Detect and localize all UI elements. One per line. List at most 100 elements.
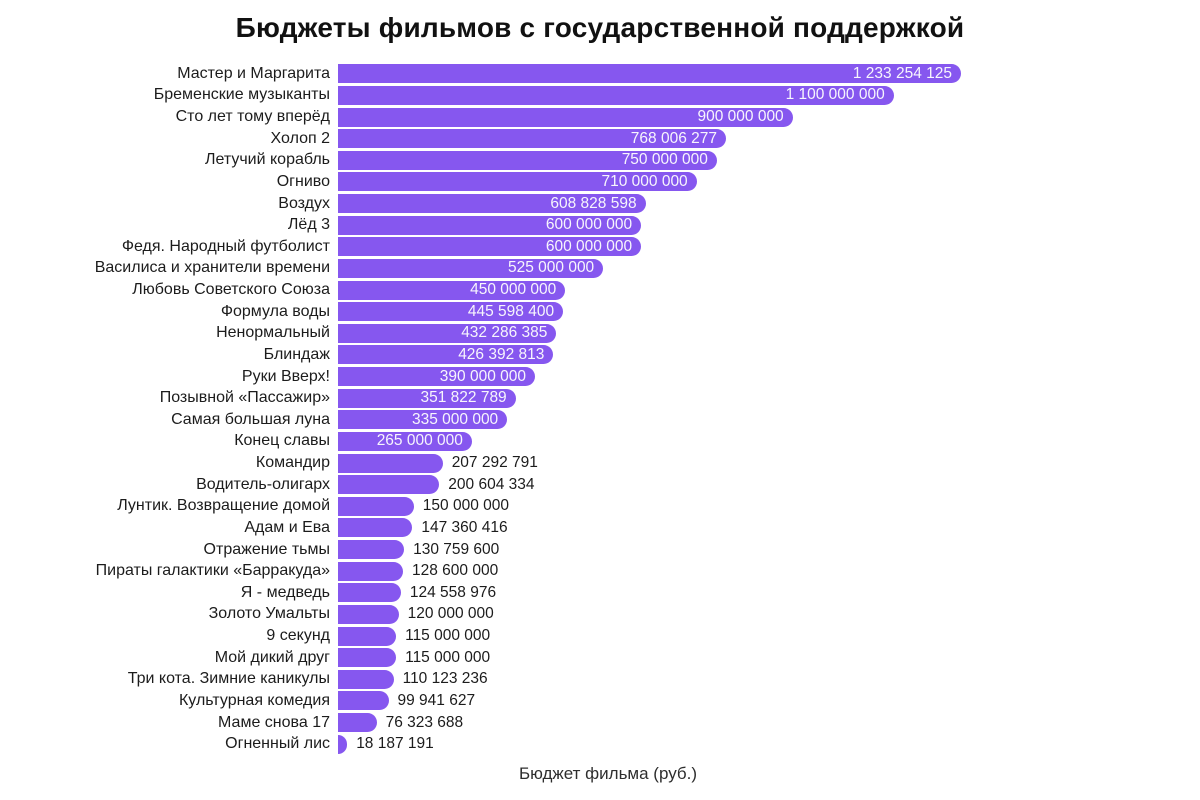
bar-value-label: 710 000 000	[601, 172, 688, 190]
bar-value-label: 450 000 000	[470, 281, 557, 299]
bar-track: 426 392 813	[338, 345, 1188, 365]
category-label: Маме снова 17	[218, 713, 330, 731]
bar-value-label: 124 558 976	[409, 583, 497, 601]
bar-value-label: 335 000 000	[411, 410, 499, 428]
bar-track: 450 000 000	[338, 280, 1188, 300]
bar-track: 1 100 000 000	[338, 85, 1188, 105]
bar-value-label: 150 000 000	[422, 497, 509, 515]
bar: 900 000 000	[338, 107, 793, 127]
bar-value-label: 525 000 000	[507, 259, 595, 277]
bar-track: 768 006 277	[338, 129, 1188, 149]
bar-track: 750 000 000	[338, 150, 1188, 170]
bar-track: 76 323 688	[338, 713, 1188, 733]
bar-row: Водитель-олигарх 200 604 334	[0, 474, 1200, 496]
bar: 600 000 000	[338, 215, 642, 235]
bar: 426 392 813	[338, 345, 554, 365]
bar-track: 265 000 000	[338, 431, 1188, 451]
bar-track: 128 600 000	[338, 561, 1188, 581]
bar	[338, 626, 397, 646]
category-label: Блиндаж	[263, 345, 330, 363]
category-label: Формула воды	[220, 302, 330, 320]
category-label: Федя. Народный футболист	[121, 237, 330, 255]
bar: 525 000 000	[338, 258, 604, 278]
category-label: Мой дикий друг	[214, 648, 330, 666]
bar-row: Мастер и Маргарита 1 233 254 125	[0, 63, 1200, 85]
bar-track: 110 123 236	[338, 669, 1188, 689]
bar-track: 710 000 000	[338, 172, 1188, 192]
category-label: Командир	[255, 454, 330, 472]
bar-row: Маме снова 17 76 323 688	[0, 712, 1200, 734]
bar-value-label: 600 000 000	[545, 216, 633, 234]
bar: 710 000 000	[338, 172, 697, 192]
bar-track: 147 360 416	[338, 518, 1188, 538]
category-label: Водитель-олигарх	[196, 475, 330, 493]
bar-row: Воздух 608 828 598	[0, 193, 1200, 215]
bar-track: 150 000 000	[338, 496, 1188, 516]
x-axis-label: Бюджет фильма (руб.)	[518, 764, 698, 783]
bar-value-label: 115 000 000	[405, 648, 491, 666]
bar-track: 1 233 254 125	[338, 64, 1188, 84]
bar-row: Пираты галактики «Барракуда» 128 600 000	[0, 560, 1200, 582]
category-label: Бременские музыканты	[153, 86, 330, 104]
bar-value-label: 18 187 191	[356, 735, 434, 753]
bar	[338, 713, 377, 733]
bar-track: 120 000 000	[338, 604, 1188, 624]
chart-title: Бюджеты фильмов с государственной поддер…	[235, 12, 965, 43]
bar-row: Федя. Народный футболист 600 000 000	[0, 236, 1200, 258]
category-label: Культурная комедия	[178, 691, 330, 709]
bar-track: 600 000 000	[338, 237, 1188, 257]
bar: 432 286 385	[338, 323, 557, 343]
bar-row: Формула воды 445 598 400	[0, 301, 1200, 323]
category-label: Лёд 3	[287, 216, 330, 234]
bar-value-label: 768 006 277	[630, 129, 717, 147]
bar-track: 900 000 000	[338, 107, 1188, 127]
bar-track: 18 187 191	[338, 734, 1188, 754]
bar	[338, 496, 414, 516]
bar-track: 525 000 000	[338, 258, 1188, 278]
bar-track: 432 286 385	[338, 323, 1188, 343]
bar-row: Мой дикий друг 115 000 000	[0, 647, 1200, 669]
bar: 445 598 400	[338, 302, 564, 322]
category-label: Летучий корабль	[204, 151, 330, 169]
category-label: Позывной «Пассажир»	[159, 389, 330, 407]
bar-value-label: 207 292 791	[451, 454, 538, 472]
bar-track: 608 828 598	[338, 194, 1188, 214]
bar-track: 207 292 791	[338, 453, 1188, 473]
category-label: 9 секунд	[266, 627, 330, 645]
bar	[338, 540, 405, 560]
category-label: Сто лет тому вперёд	[175, 108, 330, 126]
bar-row: 9 секунд 115 000 000	[0, 625, 1200, 647]
bar-track: 351 822 789	[338, 388, 1188, 408]
bar	[338, 583, 401, 603]
bar-row: Культурная комедия 99 941 627	[0, 690, 1200, 712]
category-label: Отражение тьмы	[203, 540, 330, 558]
category-label: Воздух	[278, 194, 330, 212]
category-label: Конец славы	[234, 432, 330, 450]
bar-value-label: 351 822 789	[420, 389, 507, 407]
bar-track: 99 941 627	[338, 691, 1188, 711]
bar	[338, 518, 413, 538]
bar-row: Ненормальный 432 286 385	[0, 323, 1200, 345]
category-label: Холоп 2	[270, 129, 330, 147]
category-label: Адам и Ева	[244, 518, 330, 536]
bar	[338, 734, 348, 754]
bar-value-label: 200 604 334	[448, 475, 535, 493]
bar-row: Летучий корабль 750 000 000	[0, 150, 1200, 172]
bar: 450 000 000	[338, 280, 566, 300]
bar-row: Василиса и хранители времени 525 000 000	[0, 258, 1200, 280]
bar-track: 600 000 000	[338, 215, 1188, 235]
bar: 600 000 000	[338, 237, 642, 257]
bar-track: 335 000 000	[338, 410, 1188, 430]
bar-row: Огниво 710 000 000	[0, 171, 1200, 193]
bar-value-label: 265 000 000	[376, 432, 463, 450]
bar-value-label: 432 286 385	[461, 324, 548, 342]
bar-value-label: 390 000 000	[439, 367, 526, 385]
category-label: Любовь Советского Союза	[132, 281, 330, 299]
bar	[338, 669, 394, 689]
bar: 335 000 000	[338, 410, 508, 430]
bar-value-label: 99 941 627	[397, 691, 476, 709]
bar-value-label: 1 100 000 000	[785, 86, 885, 104]
bar-row: Адам и Ева 147 360 416	[0, 517, 1200, 539]
bar-value-label: 115 000 000	[405, 627, 491, 645]
category-label: Я - медведь	[240, 583, 330, 601]
